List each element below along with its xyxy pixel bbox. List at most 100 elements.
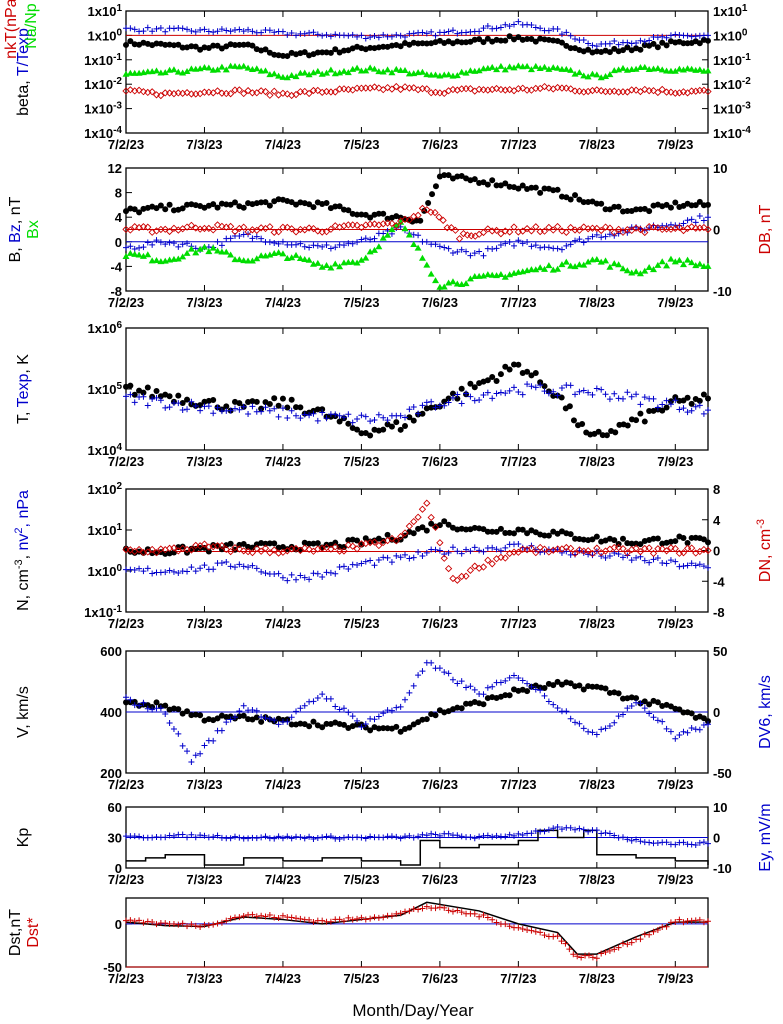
data-point [331, 222, 339, 230]
data-point [458, 246, 465, 253]
x-tick-label: 7/7/23 [500, 137, 536, 152]
data-point [126, 86, 134, 94]
data-point [572, 192, 579, 199]
data-point [637, 410, 644, 417]
data-point [218, 26, 225, 33]
data-point [384, 531, 391, 538]
data-point [166, 393, 173, 400]
data-point [275, 196, 282, 203]
data-point [227, 716, 234, 723]
data-point [471, 910, 478, 917]
data-point [136, 833, 143, 840]
data-point [676, 406, 683, 413]
data-point [453, 72, 461, 79]
data-point [288, 225, 296, 233]
panel-kp: 7/2/23 7/3/23 7/4/23 7/5/23 7/6/23 7/7/23 7/8/… [15, 800, 774, 887]
data-point [240, 89, 248, 98]
data-point [419, 668, 426, 675]
data-point [126, 546, 134, 554]
data-point [593, 224, 601, 233]
x-tick-label: 7/7/23 [500, 872, 536, 887]
data-point [570, 417, 577, 424]
axis-label-part: Na/Np [23, 3, 40, 48]
data-point [633, 39, 640, 46]
data-point [696, 916, 703, 923]
data-point [423, 903, 430, 910]
data-point [558, 394, 565, 401]
data-point [410, 517, 418, 526]
data-point [140, 389, 147, 396]
data-point [235, 545, 243, 553]
data-point [436, 89, 444, 97]
data-point [476, 913, 483, 920]
data-point [633, 836, 640, 843]
axis-label-part: DN, cm [757, 529, 774, 582]
data-point [463, 700, 470, 707]
data-point [524, 926, 531, 933]
data-point [515, 674, 522, 681]
x-tick-label: 7/9/23 [657, 971, 693, 986]
data-point [662, 225, 671, 233]
x-tick-label: 7/8/23 [579, 971, 615, 986]
left-axis-label: Dst,nT [7, 909, 24, 956]
data-point [401, 225, 409, 232]
data-point [589, 683, 596, 690]
data-point [550, 682, 557, 689]
data-point [633, 540, 640, 547]
data-point [310, 698, 317, 705]
data-point [519, 677, 526, 684]
x-tick-label: 7/2/23 [108, 777, 144, 792]
data-point [466, 275, 474, 282]
data-point [270, 546, 278, 554]
data-point [497, 24, 504, 31]
data-point [200, 540, 209, 548]
data-point [589, 954, 596, 961]
data-point [262, 404, 269, 411]
data-point [293, 915, 300, 922]
data-point [554, 245, 561, 252]
data-point [445, 172, 452, 179]
data-point [197, 923, 204, 930]
data-point [153, 67, 161, 74]
data-point [266, 27, 273, 34]
x-tick-label: 7/8/23 [579, 616, 615, 631]
panel-bfield: 7/2/23 7/3/23 7/4/23 7/5/23 7/6/23 7/7/23 7/8/… [7, 161, 774, 310]
data-point [397, 910, 404, 917]
data-point [489, 395, 496, 402]
data-point [371, 32, 378, 39]
data-point [227, 201, 234, 208]
data-point [429, 191, 436, 198]
data-point [358, 412, 365, 419]
data-point [444, 564, 453, 573]
data-point [633, 391, 640, 398]
data-point [566, 946, 573, 953]
axis-label-part: nkT(nPa) [3, 0, 20, 59]
data-point [502, 921, 509, 928]
y-tick-label-right: 1x10-3 [713, 100, 751, 117]
data-point [331, 260, 339, 267]
data-point [480, 691, 487, 698]
data-point [236, 232, 243, 239]
y-tick-label: 1x101 [88, 522, 123, 539]
data-point [637, 37, 644, 44]
data-point [671, 67, 679, 74]
data-point [506, 238, 513, 245]
series-B [123, 172, 711, 225]
data-point [388, 423, 395, 430]
data-point [367, 432, 374, 439]
data-point [397, 703, 404, 710]
data-point [227, 28, 234, 35]
axis-label-part: -3 [13, 559, 25, 569]
data-point [606, 947, 613, 954]
data-point [314, 835, 321, 842]
data-point [236, 914, 243, 921]
data-point [231, 405, 238, 412]
data-point [595, 428, 602, 435]
data-point [162, 41, 169, 48]
data-point [306, 412, 313, 419]
data-point [672, 31, 679, 38]
data-point [226, 547, 235, 556]
data-point [603, 432, 610, 439]
data-point [453, 280, 461, 287]
data-point [179, 742, 186, 749]
